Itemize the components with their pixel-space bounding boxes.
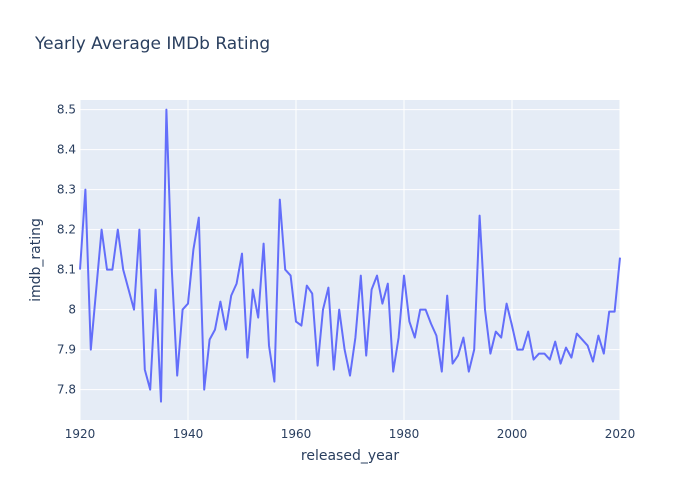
x-tick-label: 2020 xyxy=(605,427,636,441)
y-axis-title: imdb_rating xyxy=(28,218,44,302)
series-layer xyxy=(79,108,621,403)
y-tick-label: 8.2 xyxy=(57,223,76,237)
x-tick-label: 1980 xyxy=(389,427,420,441)
y-tick-label: 8 xyxy=(68,303,76,317)
y-tick-label: 8.4 xyxy=(57,143,76,157)
y-tick-label: 8.5 xyxy=(57,103,76,117)
tick-labels: 1920 1940 1960 1980 2000 2020 7.8 7.9 8 8.1 8.2 8.3… xyxy=(57,103,635,441)
x-axis-title: released_year xyxy=(301,448,399,464)
chart-title: Yearly Average IMDb Rating xyxy=(35,34,271,54)
y-tick-label: 8.1 xyxy=(57,263,76,277)
x-tick-label: 2000 xyxy=(497,427,528,441)
x-tick-label: 1960 xyxy=(281,427,312,441)
x-tick-label: 1920 xyxy=(65,427,96,441)
y-tick-label: 7.9 xyxy=(57,343,76,357)
y-tick-label: 7.8 xyxy=(57,383,76,397)
x-tick-label: 1940 xyxy=(173,427,204,441)
y-tick-label: 8.3 xyxy=(57,183,76,197)
plot-background xyxy=(80,100,620,420)
series-line xyxy=(79,108,621,403)
